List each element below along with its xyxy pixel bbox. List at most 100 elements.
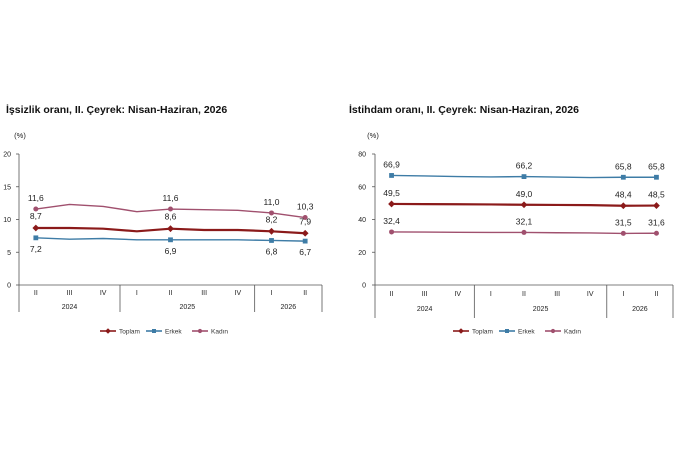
year-label: 2025: [180, 304, 196, 311]
data-label-kadin: 31,5: [615, 217, 632, 227]
chart-title: İşsizlik oranı, II. Çeyrek: Nisan-Hazira…: [6, 104, 228, 116]
data-point-erkek: [521, 174, 527, 179]
data-label-kadin: 31,6: [648, 217, 665, 227]
y-tick-label: 60: [358, 184, 366, 191]
data-point-erkek: [302, 238, 308, 244]
legend-marker-kadin: [197, 328, 203, 334]
data-label-kadin: 11,6: [28, 193, 44, 203]
data-label-erkek: 66,2: [516, 161, 533, 171]
y-tick-label: 40: [358, 217, 366, 224]
legend-label-kadin: Kadın: [211, 329, 228, 336]
legend-marker-toplam: [105, 328, 111, 334]
x-tick-label: III: [554, 291, 560, 298]
data-label-toplam: 49,0: [516, 189, 533, 199]
y-tick-label: 20: [358, 250, 366, 257]
data-point-erkek: [654, 174, 659, 180]
data-label-toplam: 8,6: [165, 212, 177, 222]
data-point-kadin: [168, 206, 173, 212]
data-label-toplam: 48,5: [648, 190, 665, 200]
employment-chart-panel: İstihdam oranı, II. Çeyrek: Nisan-Hazira…: [343, 0, 685, 450]
unemployment-chart-panel: İşsizlik oranı, II. Çeyrek: Nisan-Hazira…: [0, 0, 342, 450]
data-point-toplam: [653, 202, 660, 209]
x-tick-label: IV: [587, 291, 594, 298]
x-tick-label: III: [422, 291, 428, 298]
x-tick-label: IV: [100, 290, 107, 297]
data-label-toplam: 49,5: [383, 188, 400, 198]
data-label-kadin: 11,6: [163, 193, 179, 203]
data-label-toplam: 48,4: [615, 190, 632, 200]
x-tick-label: IV: [454, 291, 461, 298]
data-label-erkek: 6,9: [165, 246, 177, 256]
data-point-toplam: [619, 202, 627, 210]
data-point-kadin: [269, 210, 274, 216]
x-tick-label: II: [522, 291, 526, 298]
data-label-toplam: 7,9: [299, 216, 311, 226]
data-point-toplam: [167, 225, 174, 233]
legend-marker-kadin: [550, 328, 556, 334]
y-axis-unit-label: (%): [14, 131, 26, 140]
x-tick-label: III: [67, 290, 73, 297]
data-label-erkek: 6,7: [299, 247, 311, 257]
data-point-kadin: [33, 206, 39, 212]
y-axis-unit-label: (%): [367, 131, 379, 140]
data-label-erkek: 65,8: [615, 161, 632, 171]
data-point-kadin: [653, 230, 659, 236]
year-label: 2024: [62, 304, 78, 311]
data-point-toplam: [268, 227, 275, 235]
data-point-toplam: [301, 229, 309, 237]
data-point-kadin: [302, 215, 308, 221]
data-label-toplam: 8,2: [266, 214, 278, 224]
data-label-erkek: 6,8: [266, 246, 278, 256]
legend-label-kadin: Kadın: [564, 329, 581, 336]
data-point-kadin: [389, 229, 395, 235]
chart-title: İstihdam oranı, II. Çeyrek: Nisan-Hazira…: [349, 104, 579, 116]
x-tick-label: I: [622, 291, 624, 298]
data-label-toplam: 8,7: [30, 211, 42, 221]
legend-label-erkek: Erkek: [165, 329, 182, 336]
x-tick-label: III: [201, 290, 207, 297]
data-point-kadin: [620, 230, 626, 236]
year-label: 2026: [281, 304, 297, 311]
data-label-kadin: 11,0: [264, 197, 280, 207]
data-point-toplam: [520, 201, 528, 209]
data-label-kadin: 32,4: [383, 216, 400, 226]
data-point-erkek: [620, 174, 626, 180]
year-label: 2025: [533, 306, 549, 313]
x-tick-label: II: [303, 290, 307, 297]
data-point-erkek: [168, 237, 173, 243]
legend-label-erkek: Erkek: [518, 329, 535, 336]
y-tick-label: 0: [7, 283, 11, 290]
data-label-erkek: 7,2: [30, 244, 42, 254]
data-point-erkek: [269, 238, 274, 243]
y-tick-label: 10: [3, 217, 11, 224]
x-tick-label: II: [390, 291, 394, 298]
legend-label-toplam: Toplam: [472, 329, 493, 336]
data-point-toplam: [388, 200, 395, 208]
legend-marker-erkek: [152, 329, 156, 333]
y-tick-label: 20: [3, 152, 11, 159]
year-label: 2024: [417, 306, 433, 313]
x-tick-label: II: [654, 291, 658, 298]
data-label-kadin: 10,3: [297, 202, 314, 212]
x-tick-label: IV: [235, 290, 242, 297]
data-point-kadin: [521, 229, 527, 235]
legend-marker-erkek: [505, 329, 509, 333]
x-tick-label: II: [34, 290, 38, 297]
data-label-erkek: 65,8: [648, 161, 665, 171]
x-tick-label: I: [490, 291, 492, 298]
y-tick-label: 15: [3, 184, 11, 191]
data-point-toplam: [32, 224, 40, 232]
legend-label-toplam: Toplam: [119, 329, 140, 336]
y-tick-label: 0: [362, 283, 366, 290]
x-tick-label: I: [136, 290, 138, 297]
y-tick-label: 80: [358, 152, 366, 159]
data-point-erkek: [33, 235, 39, 241]
data-label-erkek: 66,9: [383, 159, 400, 169]
data-label-kadin: 32,1: [516, 216, 533, 226]
data-point-erkek: [389, 173, 394, 178]
year-label: 2026: [632, 306, 648, 313]
x-tick-label: II: [169, 290, 173, 297]
y-tick-label: 5: [7, 250, 11, 257]
